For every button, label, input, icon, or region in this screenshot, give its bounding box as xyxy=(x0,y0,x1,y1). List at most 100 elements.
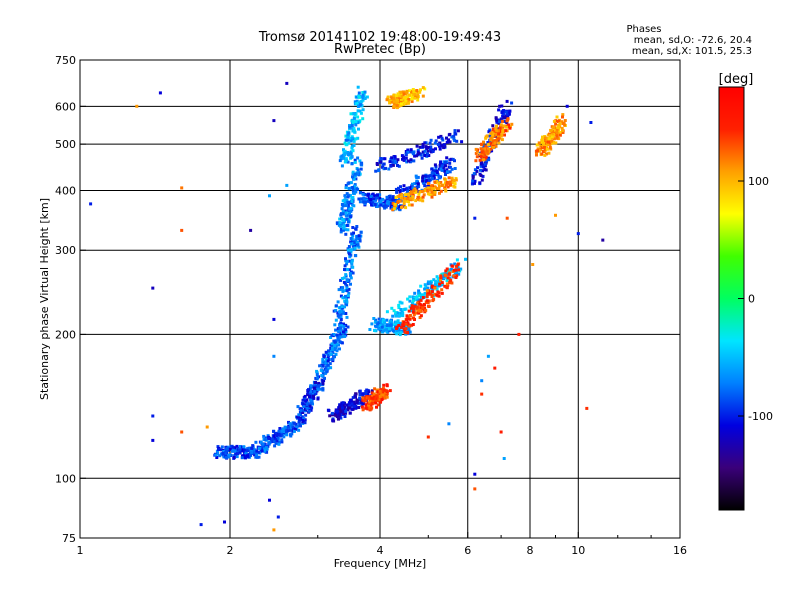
echo-point xyxy=(423,287,427,291)
echo-point xyxy=(411,182,414,186)
echo-point xyxy=(407,200,410,204)
echo-point xyxy=(345,199,349,203)
echo-point xyxy=(346,153,350,157)
echo-point xyxy=(151,286,155,290)
echo-point xyxy=(227,455,231,459)
echo-point xyxy=(459,267,463,271)
echo-point xyxy=(358,200,362,204)
echo-point xyxy=(401,157,404,161)
echo-point xyxy=(339,224,343,228)
echo-point xyxy=(480,160,483,164)
echo-point xyxy=(288,428,292,432)
echo-point xyxy=(430,190,434,194)
echo-point xyxy=(387,202,391,206)
echo-point xyxy=(390,156,394,160)
echo-point xyxy=(331,418,335,422)
echo-point xyxy=(383,157,387,161)
echo-point xyxy=(358,396,362,400)
stats-heading: Phases xyxy=(626,24,661,35)
x-tick-label: 8 xyxy=(527,544,534,557)
echo-point xyxy=(339,294,343,298)
echo-point xyxy=(488,134,492,138)
echo-point xyxy=(380,398,384,402)
echo-point xyxy=(347,193,351,197)
echo-point xyxy=(557,129,560,133)
echo-point xyxy=(494,127,498,131)
echo-point xyxy=(373,194,377,198)
echo-point xyxy=(250,446,254,450)
echo-point xyxy=(480,178,484,182)
echo-point xyxy=(500,119,504,123)
echo-point xyxy=(395,325,399,329)
echo-point xyxy=(419,153,423,157)
echo-point xyxy=(382,162,386,166)
echo-point xyxy=(419,88,422,92)
echo-point xyxy=(437,184,441,188)
y-tick-label: 75 xyxy=(62,532,76,545)
echo-point xyxy=(482,140,485,144)
echo-point xyxy=(411,195,415,199)
echo-point xyxy=(550,135,554,139)
echo-point xyxy=(288,422,292,426)
echo-point xyxy=(501,130,505,134)
echo-point xyxy=(363,193,367,196)
echo-point xyxy=(495,132,499,136)
echo-point xyxy=(135,104,139,108)
echo-point xyxy=(268,194,271,198)
echo-point xyxy=(439,167,443,171)
echo-point xyxy=(346,151,350,154)
echo-point xyxy=(180,228,184,232)
echo-point xyxy=(151,414,155,418)
echo-point xyxy=(353,130,357,134)
echo-point xyxy=(491,124,495,128)
echo-point xyxy=(308,387,312,391)
echo-point xyxy=(552,119,556,123)
echo-point xyxy=(343,209,347,213)
echo-point xyxy=(391,163,395,167)
echo-point xyxy=(549,139,553,143)
echo-point xyxy=(396,319,400,323)
echo-point xyxy=(379,319,383,323)
echo-point xyxy=(377,317,381,321)
echo-point xyxy=(430,187,434,191)
echo-point xyxy=(415,154,419,158)
echo-point xyxy=(341,210,345,214)
echo-point xyxy=(323,376,326,380)
echo-point xyxy=(361,392,365,396)
echo-point xyxy=(339,332,343,336)
echo-point xyxy=(558,130,562,134)
echo-point xyxy=(421,195,425,199)
echo-point xyxy=(379,157,383,160)
echo-point xyxy=(447,272,451,276)
echo-point xyxy=(401,102,405,106)
echo-point xyxy=(424,285,428,289)
echo-point xyxy=(437,187,441,191)
echo-point xyxy=(286,429,290,433)
echo-point xyxy=(391,208,395,212)
echo-point xyxy=(438,147,442,151)
echo-point xyxy=(421,86,425,90)
echo-point xyxy=(339,404,343,408)
echo-point xyxy=(375,195,379,199)
echo-point xyxy=(391,195,395,199)
echo-point xyxy=(276,515,280,519)
echo-point xyxy=(351,271,355,275)
echo-point xyxy=(405,89,409,93)
echo-point xyxy=(265,450,269,454)
echo-point xyxy=(364,403,368,407)
echo-point xyxy=(387,167,391,171)
echo-point xyxy=(491,133,495,137)
echo-point xyxy=(369,198,373,201)
echo-point xyxy=(400,196,404,200)
echo-point xyxy=(228,447,232,451)
echo-point xyxy=(241,454,244,458)
echo-point xyxy=(420,156,424,160)
echo-point xyxy=(293,428,297,431)
echo-point xyxy=(439,134,443,138)
echo-point xyxy=(358,109,362,113)
echo-point xyxy=(348,255,352,259)
echo-point xyxy=(445,168,449,172)
echo-point xyxy=(330,357,334,361)
echo-point xyxy=(344,186,348,190)
echo-point xyxy=(482,165,485,169)
